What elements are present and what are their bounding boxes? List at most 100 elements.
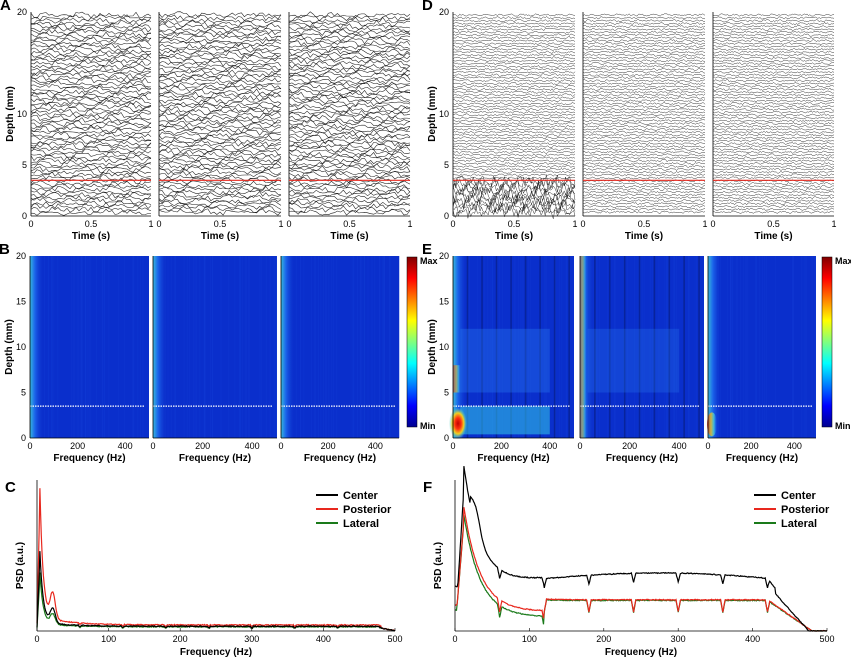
panel-c: C PSD (a.u.) 0 100 200 300 400 500 Frequency (Hz… (5, 479, 403, 657)
heatmap-streak (193, 256, 195, 438)
trace (582, 204, 706, 208)
trace (158, 60, 282, 67)
trace (30, 208, 152, 216)
x-axis-label: Time (s) (625, 231, 663, 242)
x-tick-label: 200 (596, 634, 611, 644)
heatmap-streak (194, 256, 196, 438)
x-tick-label: 0 (705, 441, 710, 451)
notch-stripe (553, 256, 556, 438)
heatmap-streak (117, 256, 119, 438)
heatmap-subplot: 0 200 400 Frequency (Hz) (449, 256, 574, 464)
trace (582, 41, 706, 46)
trace (582, 33, 706, 37)
notch-stripe (594, 256, 596, 438)
panel-label: A (0, 0, 11, 14)
trace (452, 96, 576, 100)
trace (30, 180, 152, 188)
heatmap-streak (210, 256, 212, 438)
heatmap-streak (737, 256, 739, 438)
trace (452, 62, 576, 66)
trace (30, 140, 152, 148)
notch-stripe (608, 256, 611, 438)
trace (452, 27, 576, 31)
trace (288, 179, 411, 187)
trace (582, 30, 706, 34)
hot-spot (449, 407, 467, 440)
heatmap-streak (311, 256, 313, 438)
trace (452, 194, 576, 208)
trace (712, 73, 835, 77)
trace (452, 110, 576, 114)
trace (30, 85, 152, 93)
x-tick-label: 200 (622, 441, 637, 451)
trace (582, 156, 706, 160)
trace (712, 190, 835, 194)
trace (452, 136, 576, 140)
colorbar-gradient (406, 256, 418, 428)
trace (288, 68, 411, 76)
trace (288, 134, 411, 142)
heatmap-streak (203, 256, 205, 438)
trace (30, 45, 151, 53)
trace (712, 204, 835, 208)
heatmap-streak (803, 256, 805, 438)
trace (30, 191, 151, 199)
heatmap-streak (299, 256, 301, 438)
x-axis-label: Time (s) (754, 231, 792, 242)
heatmap-subplot: 0 200 400 Frequency (Hz) (27, 256, 149, 464)
trace (452, 42, 576, 46)
panel-label: B (0, 241, 10, 258)
heatmap-streak (746, 256, 748, 438)
trace (30, 89, 152, 96)
trace (288, 28, 411, 36)
trace (712, 176, 834, 180)
heatmap-streak (363, 256, 365, 438)
heatmap-streak (811, 256, 813, 438)
trace (158, 114, 282, 122)
trace (712, 156, 835, 160)
trace (158, 82, 282, 90)
trace (158, 108, 282, 116)
heatmap-streak (640, 256, 641, 438)
x-axis-label: Time (s) (330, 231, 368, 242)
heatmap-streak (389, 256, 391, 438)
heatmap-streak (241, 256, 243, 438)
trace (288, 71, 411, 79)
trace (30, 94, 152, 101)
notch-stripe (668, 256, 671, 438)
trace (582, 87, 706, 91)
trace (30, 14, 152, 22)
trace (158, 23, 282, 31)
heatmap-streak (384, 256, 386, 438)
heatmap-streak (641, 256, 643, 438)
subplot: 0 0.5 1 Time (s) (156, 11, 284, 242)
trace (30, 102, 152, 110)
heatmap-streak (204, 256, 206, 438)
low-frequency-band (281, 256, 295, 438)
trace (30, 65, 152, 73)
subplot: 0 0.5 1 Time (s) (28, 11, 154, 242)
trace (30, 189, 152, 196)
trace (712, 199, 835, 203)
trace (712, 144, 835, 148)
x-tick-label: 1 (407, 219, 412, 229)
trace (582, 47, 706, 51)
trace (712, 210, 835, 214)
heatmap-streak (314, 256, 316, 438)
trace (452, 82, 576, 86)
trace (582, 170, 706, 174)
trace (31, 34, 152, 42)
heatmap-streak (318, 256, 320, 438)
trace (288, 202, 411, 210)
trace (582, 202, 706, 206)
heatmap-streak (260, 256, 262, 438)
trace (582, 107, 706, 111)
trace (582, 53, 706, 57)
heatmap-background (580, 256, 704, 438)
trace (712, 64, 835, 68)
trace (158, 31, 282, 39)
heatmap-background (153, 256, 277, 438)
heatmap-streak (239, 256, 240, 438)
trace (158, 120, 282, 128)
trace (288, 103, 411, 110)
